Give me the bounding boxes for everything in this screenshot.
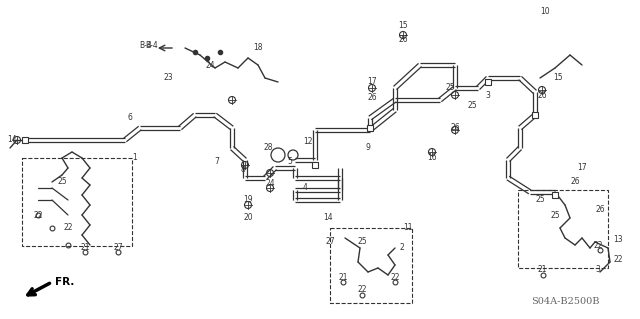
Text: 14: 14 xyxy=(7,136,17,145)
Text: 26: 26 xyxy=(570,177,580,187)
Text: 13: 13 xyxy=(613,235,623,244)
Bar xyxy=(22,158,132,246)
Text: 20: 20 xyxy=(243,213,253,222)
Text: 26: 26 xyxy=(537,91,547,100)
Text: 22: 22 xyxy=(390,273,400,283)
Text: 21: 21 xyxy=(537,265,547,275)
Text: 25: 25 xyxy=(467,100,477,109)
Text: 22: 22 xyxy=(33,211,43,219)
Text: 6: 6 xyxy=(127,113,132,122)
Text: 26: 26 xyxy=(595,205,605,214)
Bar xyxy=(312,162,318,168)
Bar xyxy=(22,137,28,143)
Text: 17: 17 xyxy=(577,164,587,173)
Text: 27: 27 xyxy=(325,238,335,247)
Text: 25: 25 xyxy=(57,177,67,187)
Text: 9: 9 xyxy=(365,144,371,152)
Text: 8: 8 xyxy=(241,166,245,174)
Text: 28: 28 xyxy=(263,144,273,152)
Bar xyxy=(485,79,491,85)
Text: 26: 26 xyxy=(398,35,408,44)
Text: 21: 21 xyxy=(80,242,90,251)
Bar xyxy=(367,125,373,131)
Text: 25: 25 xyxy=(357,238,367,247)
Text: 22: 22 xyxy=(357,286,367,294)
Text: 22: 22 xyxy=(613,256,623,264)
Bar xyxy=(518,190,608,268)
Bar xyxy=(330,228,412,303)
Text: 25: 25 xyxy=(535,196,545,204)
Text: 3: 3 xyxy=(486,91,490,100)
Text: 15: 15 xyxy=(398,20,408,29)
Text: 7: 7 xyxy=(214,158,220,167)
Text: B-4: B-4 xyxy=(146,41,158,49)
Text: B-4: B-4 xyxy=(140,41,152,49)
Text: 24: 24 xyxy=(265,179,275,188)
Text: 16: 16 xyxy=(427,153,437,162)
Text: 4: 4 xyxy=(303,183,307,192)
Text: 22: 22 xyxy=(63,224,73,233)
Text: 26: 26 xyxy=(450,123,460,132)
Text: 24: 24 xyxy=(205,61,215,70)
Text: 18: 18 xyxy=(253,42,263,51)
Text: FR.: FR. xyxy=(55,277,74,287)
Text: 3: 3 xyxy=(596,265,600,275)
Text: 1: 1 xyxy=(132,153,138,162)
Text: 15: 15 xyxy=(553,73,563,83)
Text: 14: 14 xyxy=(323,213,333,222)
Text: 25: 25 xyxy=(550,211,560,219)
Bar xyxy=(532,112,538,118)
Text: 17: 17 xyxy=(367,78,377,86)
Text: 19: 19 xyxy=(243,196,253,204)
Bar xyxy=(552,192,558,198)
Text: 10: 10 xyxy=(540,8,550,17)
Text: 11: 11 xyxy=(403,224,413,233)
Text: 26: 26 xyxy=(367,93,377,102)
Text: 27: 27 xyxy=(113,242,123,251)
Text: 5: 5 xyxy=(287,158,292,167)
Text: 22: 22 xyxy=(593,241,603,249)
Text: 25: 25 xyxy=(445,84,455,93)
Text: 23: 23 xyxy=(163,73,173,83)
Text: 2: 2 xyxy=(399,243,404,253)
Text: S04A-B2500B: S04A-B2500B xyxy=(531,298,599,307)
Text: 21: 21 xyxy=(339,273,348,283)
Text: 12: 12 xyxy=(303,137,313,146)
